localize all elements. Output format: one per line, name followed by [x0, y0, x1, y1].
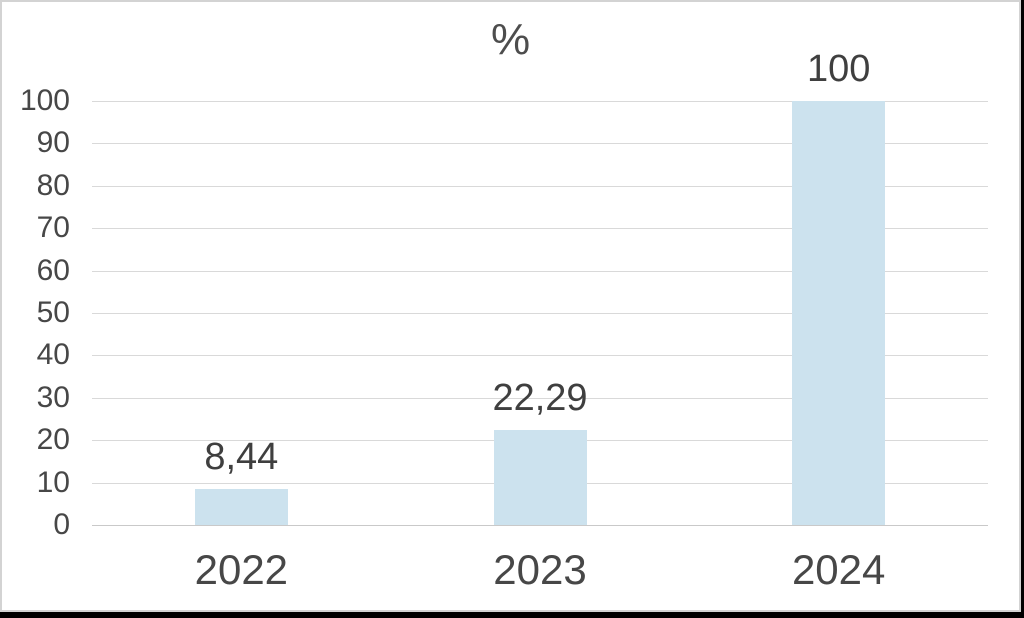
- bar-value-label: 22,29: [492, 377, 588, 419]
- bar: [195, 489, 288, 525]
- bar: [792, 101, 885, 525]
- y-tick-label: 80: [36, 168, 70, 202]
- y-tick-label: 70: [36, 211, 70, 245]
- y-tick-label: 40: [36, 338, 70, 372]
- gridline: [92, 313, 988, 314]
- bar: [494, 430, 587, 525]
- chart-title: %: [490, 15, 531, 64]
- plot-area: 8,44 22,29 100: [92, 50, 988, 526]
- gridline: [92, 355, 988, 357]
- gridline: [92, 143, 988, 145]
- gridline: [92, 228, 988, 230]
- y-tick-label: 60: [36, 253, 70, 287]
- y-tick-label: 20: [36, 423, 70, 457]
- y-tick-label: 30: [36, 380, 70, 414]
- gridline: [92, 185, 988, 187]
- y-tick-label: 50: [36, 296, 70, 329]
- y-tick-label: 0: [53, 508, 70, 541]
- y-tick-label: 100: [19, 84, 70, 117]
- bar-value-label: 100: [806, 48, 871, 90]
- bar-value-label: 8,44: [204, 436, 279, 478]
- gridline: [92, 270, 988, 272]
- x-tick-label: 2022: [194, 546, 289, 593]
- gridline: [92, 525, 988, 526]
- gridline: [92, 101, 988, 102]
- x-tick-label: 2023: [493, 546, 587, 593]
- y-tick-label: 10: [36, 465, 70, 499]
- gridline: [92, 397, 988, 399]
- y-tick-label: 90: [36, 126, 70, 160]
- x-tick-label: 2024: [791, 546, 886, 593]
